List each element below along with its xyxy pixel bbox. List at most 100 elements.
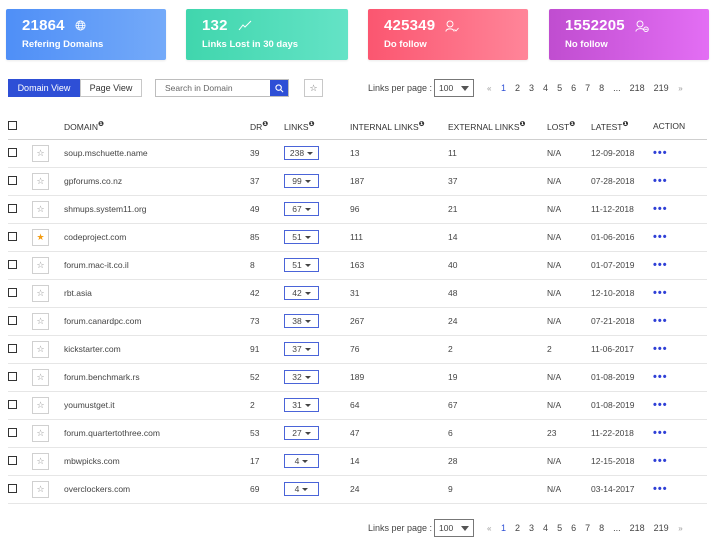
links-dropdown[interactable]: 99 bbox=[284, 174, 319, 188]
more-actions-icon[interactable]: ••• bbox=[653, 203, 668, 215]
page-link[interactable]: 1 bbox=[501, 83, 507, 93]
links-dropdown[interactable]: 27 bbox=[284, 426, 319, 440]
row-checkbox[interactable] bbox=[8, 231, 17, 241]
more-actions-icon[interactable]: ••• bbox=[653, 427, 668, 439]
col-header-internal-links[interactable]: INTERNAL LINKS❶ bbox=[350, 114, 448, 140]
page-link[interactable]: 2 bbox=[515, 83, 521, 93]
col-header-dr[interactable]: DR❶ bbox=[250, 114, 284, 140]
more-actions-icon[interactable]: ••• bbox=[653, 343, 668, 355]
page-link[interactable]: 7 bbox=[585, 83, 591, 93]
links-dropdown[interactable]: 42 bbox=[284, 286, 319, 300]
favorite-star-button[interactable]: ☆ bbox=[32, 396, 49, 414]
row-checkbox[interactable] bbox=[8, 371, 17, 381]
favorite-star-button[interactable]: ☆ bbox=[32, 452, 49, 470]
page-link[interactable]: 7 bbox=[585, 523, 591, 533]
favorites-filter-button[interactable]: ☆ bbox=[304, 79, 323, 97]
favorite-star-button[interactable]: ☆ bbox=[32, 284, 49, 302]
search-input[interactable] bbox=[156, 80, 270, 96]
favorite-star-button[interactable]: ☆ bbox=[32, 200, 49, 218]
links-dropdown[interactable]: 51 bbox=[284, 230, 319, 244]
page-link[interactable]: 3 bbox=[529, 523, 535, 533]
more-actions-icon[interactable]: ••• bbox=[653, 315, 668, 327]
col-header-latest[interactable]: LATEST❶ bbox=[591, 114, 653, 140]
search-button[interactable] bbox=[270, 80, 288, 96]
col-header-lost[interactable]: LOST❶ bbox=[547, 114, 591, 140]
favorite-star-button[interactable]: ☆ bbox=[32, 256, 49, 274]
prev-page-button[interactable]: « bbox=[487, 83, 492, 93]
cell-domain[interactable]: codeproject.com bbox=[64, 223, 250, 252]
more-actions-icon[interactable]: ••• bbox=[653, 259, 668, 271]
tab-page-view[interactable]: Page View bbox=[80, 79, 142, 97]
page-link[interactable]: 219 bbox=[653, 523, 669, 533]
row-checkbox[interactable] bbox=[8, 483, 17, 493]
tab-domain-view[interactable]: Domain View bbox=[8, 79, 80, 97]
per-page-select[interactable]: 100 bbox=[434, 519, 475, 537]
page-link[interactable]: 219 bbox=[653, 83, 669, 93]
cell-domain[interactable]: forum.quartertothree.com bbox=[64, 419, 250, 448]
cell-domain[interactable]: shmups.system11.org bbox=[64, 195, 250, 224]
cell-domain[interactable]: forum.canardpc.com bbox=[64, 307, 250, 336]
per-page-select[interactable]: 100 bbox=[434, 79, 475, 97]
more-actions-icon[interactable]: ••• bbox=[653, 483, 668, 495]
more-actions-icon[interactable]: ••• bbox=[653, 231, 668, 243]
page-link[interactable]: 8 bbox=[599, 83, 605, 93]
more-actions-icon[interactable]: ••• bbox=[653, 371, 668, 383]
page-link[interactable]: 5 bbox=[557, 83, 563, 93]
links-dropdown[interactable]: 238 bbox=[284, 146, 319, 160]
cell-domain[interactable]: gpforums.co.nz bbox=[64, 167, 250, 196]
favorite-star-button[interactable]: ★ bbox=[32, 228, 49, 246]
row-checkbox[interactable] bbox=[8, 399, 17, 409]
cell-domain[interactable]: mbwpicks.com bbox=[64, 447, 250, 476]
row-checkbox[interactable] bbox=[8, 147, 17, 157]
favorite-star-button[interactable]: ☆ bbox=[32, 424, 49, 442]
page-link[interactable]: 3 bbox=[529, 83, 535, 93]
cell-domain[interactable]: forum.mac-it.co.il bbox=[64, 251, 250, 280]
cell-domain[interactable]: forum.benchmark.rs bbox=[64, 363, 250, 392]
row-checkbox[interactable] bbox=[8, 455, 17, 465]
links-dropdown[interactable]: 4 bbox=[284, 454, 319, 468]
links-dropdown[interactable]: 31 bbox=[284, 398, 319, 412]
page-link[interactable]: 1 bbox=[501, 523, 507, 533]
page-link[interactable]: 218 bbox=[629, 83, 645, 93]
favorite-star-button[interactable]: ☆ bbox=[32, 312, 49, 330]
col-header-external-links[interactable]: EXTERNAL LINKS❶ bbox=[448, 114, 547, 140]
cell-domain[interactable]: kickstarter.com bbox=[64, 335, 250, 364]
more-actions-icon[interactable]: ••• bbox=[653, 147, 668, 159]
prev-page-button[interactable]: « bbox=[487, 523, 492, 533]
row-checkbox[interactable] bbox=[8, 315, 17, 325]
links-dropdown[interactable]: 4 bbox=[284, 482, 319, 496]
row-checkbox[interactable] bbox=[8, 427, 17, 437]
cell-domain[interactable]: overclockers.com bbox=[64, 475, 250, 504]
next-page-button[interactable]: » bbox=[678, 83, 683, 93]
more-actions-icon[interactable]: ••• bbox=[653, 455, 668, 467]
next-page-button[interactable]: » bbox=[678, 523, 683, 533]
row-checkbox[interactable] bbox=[8, 343, 17, 353]
page-link[interactable]: 6 bbox=[571, 523, 577, 533]
favorite-star-button[interactable]: ☆ bbox=[32, 340, 49, 358]
row-checkbox[interactable] bbox=[8, 203, 17, 213]
cell-domain[interactable]: rbt.asia bbox=[64, 279, 250, 308]
favorite-star-button[interactable]: ☆ bbox=[32, 368, 49, 386]
page-link[interactable]: 218 bbox=[629, 523, 645, 533]
more-actions-icon[interactable]: ••• bbox=[653, 175, 668, 187]
links-dropdown[interactable]: 37 bbox=[284, 342, 319, 356]
col-header-domain[interactable]: DOMAIN❶ bbox=[64, 114, 250, 140]
cell-domain[interactable]: youmustget.it bbox=[64, 391, 250, 420]
row-checkbox[interactable] bbox=[8, 287, 17, 297]
col-header-links[interactable]: LINKS❶ bbox=[284, 114, 350, 140]
links-dropdown[interactable]: 67 bbox=[284, 202, 319, 216]
favorite-star-button[interactable]: ☆ bbox=[32, 172, 49, 190]
row-checkbox[interactable] bbox=[8, 259, 17, 269]
links-dropdown[interactable]: 38 bbox=[284, 314, 319, 328]
favorite-star-button[interactable]: ☆ bbox=[32, 480, 49, 498]
favorite-star-button[interactable]: ☆ bbox=[32, 144, 49, 162]
more-actions-icon[interactable]: ••• bbox=[653, 399, 668, 411]
page-link[interactable]: 6 bbox=[571, 83, 577, 93]
page-link[interactable]: 2 bbox=[515, 523, 521, 533]
cell-domain[interactable]: soup.mschuette.name bbox=[64, 139, 250, 168]
links-dropdown[interactable]: 32 bbox=[284, 370, 319, 384]
links-dropdown[interactable]: 51 bbox=[284, 258, 319, 272]
row-checkbox[interactable] bbox=[8, 175, 17, 185]
more-actions-icon[interactable]: ••• bbox=[653, 287, 668, 299]
page-link[interactable]: 8 bbox=[599, 523, 605, 533]
